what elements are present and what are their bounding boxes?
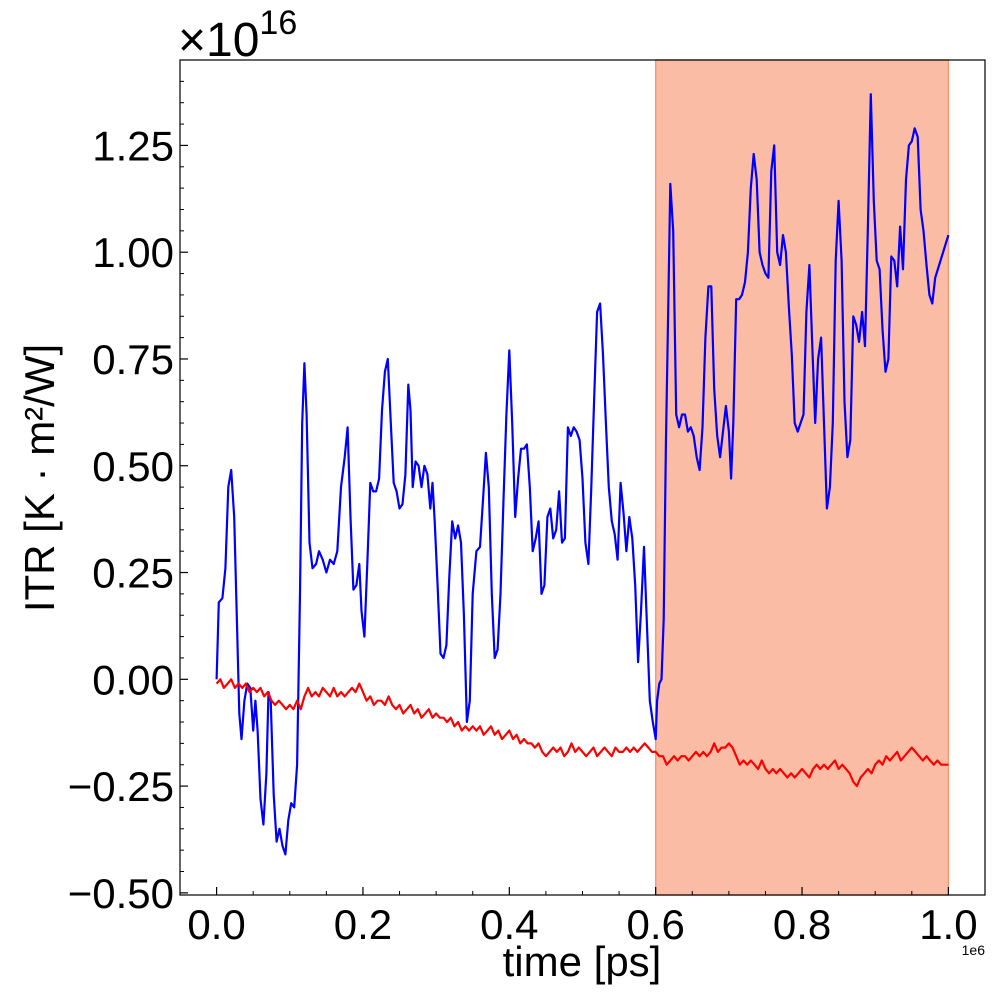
x-tick-label: 0.2 [334,901,392,948]
y-tick-label: 0.75 [92,336,174,383]
x-axis-title: time [ps] [503,938,662,985]
x-tick-label: 0.4 [480,901,538,948]
y-tick-label: 0.25 [92,550,174,597]
x-axis-ticks: 0.0 0.2 0.4 0.6 0.8 1.0 [187,887,978,948]
series-line-1 [215,93,950,856]
y-tick-label: 0.00 [92,656,174,703]
y-offset-text: ×1016 [178,4,297,67]
y-tick-label: −0.50 [68,870,174,917]
y-tick-label: 1.00 [92,229,174,276]
y-tick-label: 1.25 [92,122,174,169]
x-tick-label: 0.8 [773,901,831,948]
y-tick-label: 0.50 [92,443,174,490]
y-axis-ticks: −0.50 −0.25 0.00 0.25 0.50 0.75 1.00 1.25 [68,80,188,917]
x-tick-label: 0.6 [626,901,684,948]
y-offset-exponent: 16 [259,4,297,42]
y-tick-label: −0.25 [68,763,174,810]
series-line-2 [215,678,949,788]
x-tick-label: 1.0 [919,901,977,948]
x-offset-text: 1e6 [962,942,986,958]
y-axis-title: ITR [K · m²/W] [16,344,63,612]
series-layer [215,93,950,856]
y-offset-base: ×10 [178,14,259,67]
x-tick-label: 0.0 [187,901,245,948]
